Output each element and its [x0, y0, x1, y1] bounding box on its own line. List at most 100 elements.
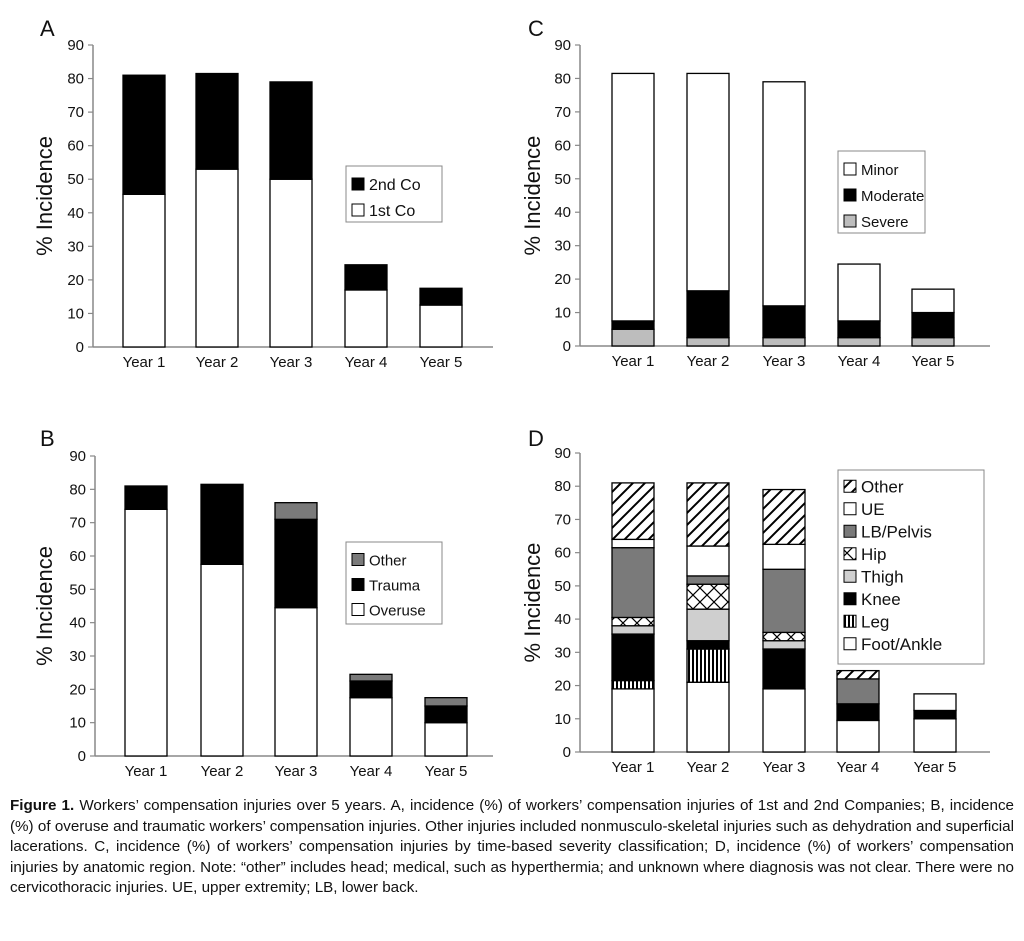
bar-segment-overuse [200, 563, 244, 757]
legend: Other Trauma Overuse [345, 541, 443, 625]
bar-segment-other [424, 697, 468, 707]
y-tick-label: 80 [67, 71, 84, 88]
bar-segment-other [349, 673, 393, 682]
bar-segment-thigh [762, 640, 806, 650]
bar-segment-knee [686, 640, 730, 650]
y-tick-label: 20 [554, 271, 571, 288]
legend-label: 2nd Co [369, 177, 421, 194]
bar-segment-lb-pelvis [686, 575, 730, 585]
y-tick-label: 80 [554, 478, 571, 495]
bar-segment-1st-co [344, 289, 388, 348]
bar-segment-moderate [611, 320, 655, 330]
bar-segment-minor [762, 81, 806, 307]
x-tick-label: Year 2 [201, 763, 244, 780]
y-tick-label: 60 [554, 545, 571, 562]
y-tick-label: 0 [563, 338, 571, 355]
bar-segment-severe [762, 336, 806, 347]
bar-segment-moderate [837, 320, 881, 339]
x-tick-label: Year 4 [837, 759, 880, 776]
y-tick-label: 10 [554, 305, 571, 322]
x-tick-label: Year 1 [612, 353, 655, 370]
x-tick-label: Year 2 [687, 759, 730, 776]
panel-letter: A [40, 16, 55, 41]
y-tick-label: 10 [67, 305, 84, 322]
bar-segment-lb-pelvis [611, 547, 655, 619]
bar-segment-other [686, 482, 730, 547]
legend-label: LB/Pelvis [861, 522, 932, 541]
caption-text: Workers’ compensation injuries over 5 ye… [10, 797, 1014, 896]
legend-swatch [351, 578, 365, 591]
legend-swatch [843, 502, 857, 516]
legend-label: Foot/Ankle [861, 635, 942, 654]
bar-segment-minor [911, 288, 955, 314]
y-tick-label: 90 [554, 37, 571, 54]
bar-segment-knee [762, 648, 806, 690]
bar-segment-foot-ankle [686, 681, 730, 753]
bar-segment-overuse [424, 722, 468, 757]
x-tick-label: Year 2 [196, 354, 239, 371]
y-tick-label: 30 [554, 238, 571, 255]
bar-segment-1st-co [269, 178, 313, 348]
y-tick-label: 70 [69, 515, 86, 532]
y-tick-label: 70 [554, 511, 571, 528]
legend-label: Other [369, 553, 407, 570]
bar-segment-trauma [200, 483, 244, 565]
bar-segment-moderate [686, 290, 730, 339]
bar-segment-trauma [274, 518, 318, 609]
legend-label: Leg [861, 612, 889, 631]
legend-swatch [351, 177, 365, 191]
y-tick-label: 60 [67, 138, 84, 155]
legend-label: Trauma [369, 578, 421, 595]
chart-panel-b: B % Incidence 0 10 20 30 40 50 60 70 80 90 Year 1 Yea… [32, 426, 493, 780]
x-tick-label: Year 3 [270, 354, 313, 371]
y-tick-label: 90 [69, 448, 86, 465]
y-tick-label: 10 [69, 715, 86, 732]
x-tick-label: Year 5 [420, 354, 463, 371]
x-tick-label: Year 5 [914, 759, 957, 776]
y-tick-label: 60 [69, 548, 86, 565]
legend-label: Minor [861, 162, 899, 179]
legend-label: Hip [861, 545, 887, 564]
bar-segment-knee [836, 703, 880, 722]
x-tick-label: Year 1 [612, 759, 655, 776]
bar-segment-2nd-co [269, 81, 313, 180]
x-tick-label: Year 4 [345, 354, 388, 371]
legend-box [837, 469, 985, 665]
x-tick-label: Year 4 [350, 763, 393, 780]
legend-swatch [351, 553, 365, 566]
legend-label: Knee [861, 590, 901, 609]
legend: 2nd Co 1st Co [345, 165, 443, 223]
y-tick-label: 30 [554, 644, 571, 661]
y-tick-label: 80 [69, 481, 86, 498]
y-axis-label: % Incidence [32, 546, 57, 666]
bar-segment-leg [611, 679, 655, 690]
y-tick-label: 40 [69, 615, 86, 632]
bar-segment-knee [611, 633, 655, 682]
legend-label: Other [861, 477, 904, 496]
x-tick-label: Year 3 [275, 763, 318, 780]
legend-swatch [843, 214, 857, 228]
bar-segment-lb-pelvis [762, 568, 806, 634]
y-tick-label: 10 [554, 711, 571, 728]
bar-segment-2nd-co [344, 264, 388, 291]
legend-swatch [843, 592, 857, 606]
bar-segment-severe [911, 336, 955, 347]
bar-segment-ue [611, 538, 655, 549]
bar-segment-minor [686, 72, 730, 292]
y-tick-label: 70 [67, 104, 84, 121]
x-tick-label: Year 3 [763, 759, 806, 776]
bar-segment-ue [762, 543, 806, 570]
panel-letter: D [528, 426, 544, 451]
x-tick-label: Year 1 [125, 763, 168, 780]
y-tick-label: 50 [554, 171, 571, 188]
bar-segment-foot-ankle [611, 688, 655, 753]
figure-caption: Figure 1. Workers’ compensation injuries… [10, 796, 1014, 899]
chart-panel-a: A % Incidence 0 10 20 30 40 50 60 70 80 90 Year 1 Yea… [32, 16, 493, 371]
legend-label: Severe [861, 214, 909, 231]
y-tick-label: 60 [554, 137, 571, 154]
bar-segment-other [836, 669, 880, 680]
legend-swatch [843, 479, 857, 493]
y-axis-label: % Incidence [520, 136, 545, 256]
x-tick-label: Year 4 [838, 353, 881, 370]
bar-segment-hip [686, 583, 730, 610]
